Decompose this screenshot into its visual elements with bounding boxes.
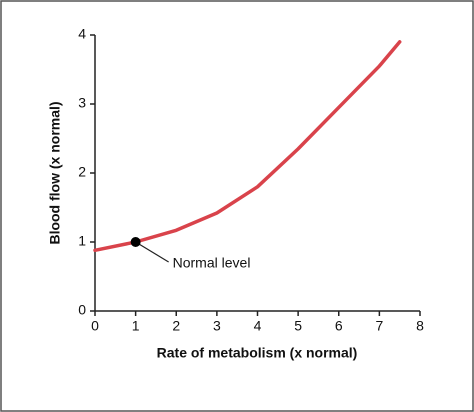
- x-tick-label: 8: [416, 318, 424, 334]
- x-tick-label: 5: [294, 318, 302, 334]
- y-tick-label: 1: [78, 233, 86, 249]
- x-tick-label: 6: [335, 318, 343, 334]
- line: [93, 40, 402, 253]
- annotation-leader: [135, 241, 169, 263]
- x-axis-title: Rate of metabolism (x normal): [157, 345, 358, 361]
- x-tick-label: 4: [254, 318, 262, 334]
- x-tick-label: 2: [172, 318, 180, 334]
- x-tick-label: 0: [91, 318, 99, 334]
- y-tick-label: 3: [78, 95, 86, 111]
- x-tick-label: 1: [132, 318, 140, 334]
- annotation-text: Normal level: [173, 255, 251, 271]
- y-tick-label: 4: [78, 26, 86, 42]
- y-tick-label: 0: [78, 302, 86, 318]
- y-tick-label: 2: [78, 164, 86, 180]
- x-tick-label: 7: [375, 318, 383, 334]
- y-axis-title: Blood flow (x normal): [47, 101, 63, 244]
- x-tick-label: 3: [213, 318, 221, 334]
- annotation-marker: [130, 237, 141, 247]
